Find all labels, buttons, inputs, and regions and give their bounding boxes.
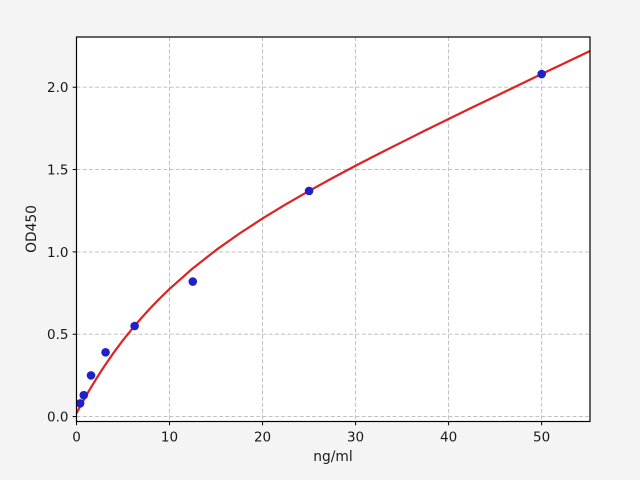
y-axis-label: OD450 — [24, 205, 40, 253]
fitted-curve-line — [76, 49, 590, 415]
y-tick-label: 0.5 — [47, 327, 68, 343]
x-tick-label: 30 — [347, 430, 364, 446]
y-tick-label: 2.0 — [47, 80, 68, 96]
plot-area — [76, 37, 590, 422]
data-point — [304, 186, 314, 196]
data-point — [79, 390, 89, 400]
axes-spines — [75, 36, 591, 423]
x-tick-label: 50 — [533, 430, 550, 446]
x-axis-label: ng/ml — [313, 449, 352, 465]
data-point — [76, 399, 85, 408]
x-tick-label: 10 — [161, 430, 178, 446]
plot-layers: 0 10 20 30 40 50 0.0 0.5 1.0 1.5 2.0 — [47, 36, 591, 446]
x-tick-label: 20 — [254, 430, 271, 446]
data-point — [188, 277, 198, 286]
y-tick-label: 1.0 — [47, 245, 68, 261]
y-tick-label: 0.0 — [47, 410, 68, 426]
data-point — [86, 371, 96, 380]
data-point — [537, 69, 546, 79]
data-point — [130, 321, 139, 331]
x-tick-label: 0 — [72, 430, 81, 446]
data-layer — [76, 49, 590, 415]
y-tick-label: 1.5 — [47, 163, 68, 179]
x-tick-label: 40 — [440, 430, 457, 446]
data-point — [101, 348, 110, 357]
